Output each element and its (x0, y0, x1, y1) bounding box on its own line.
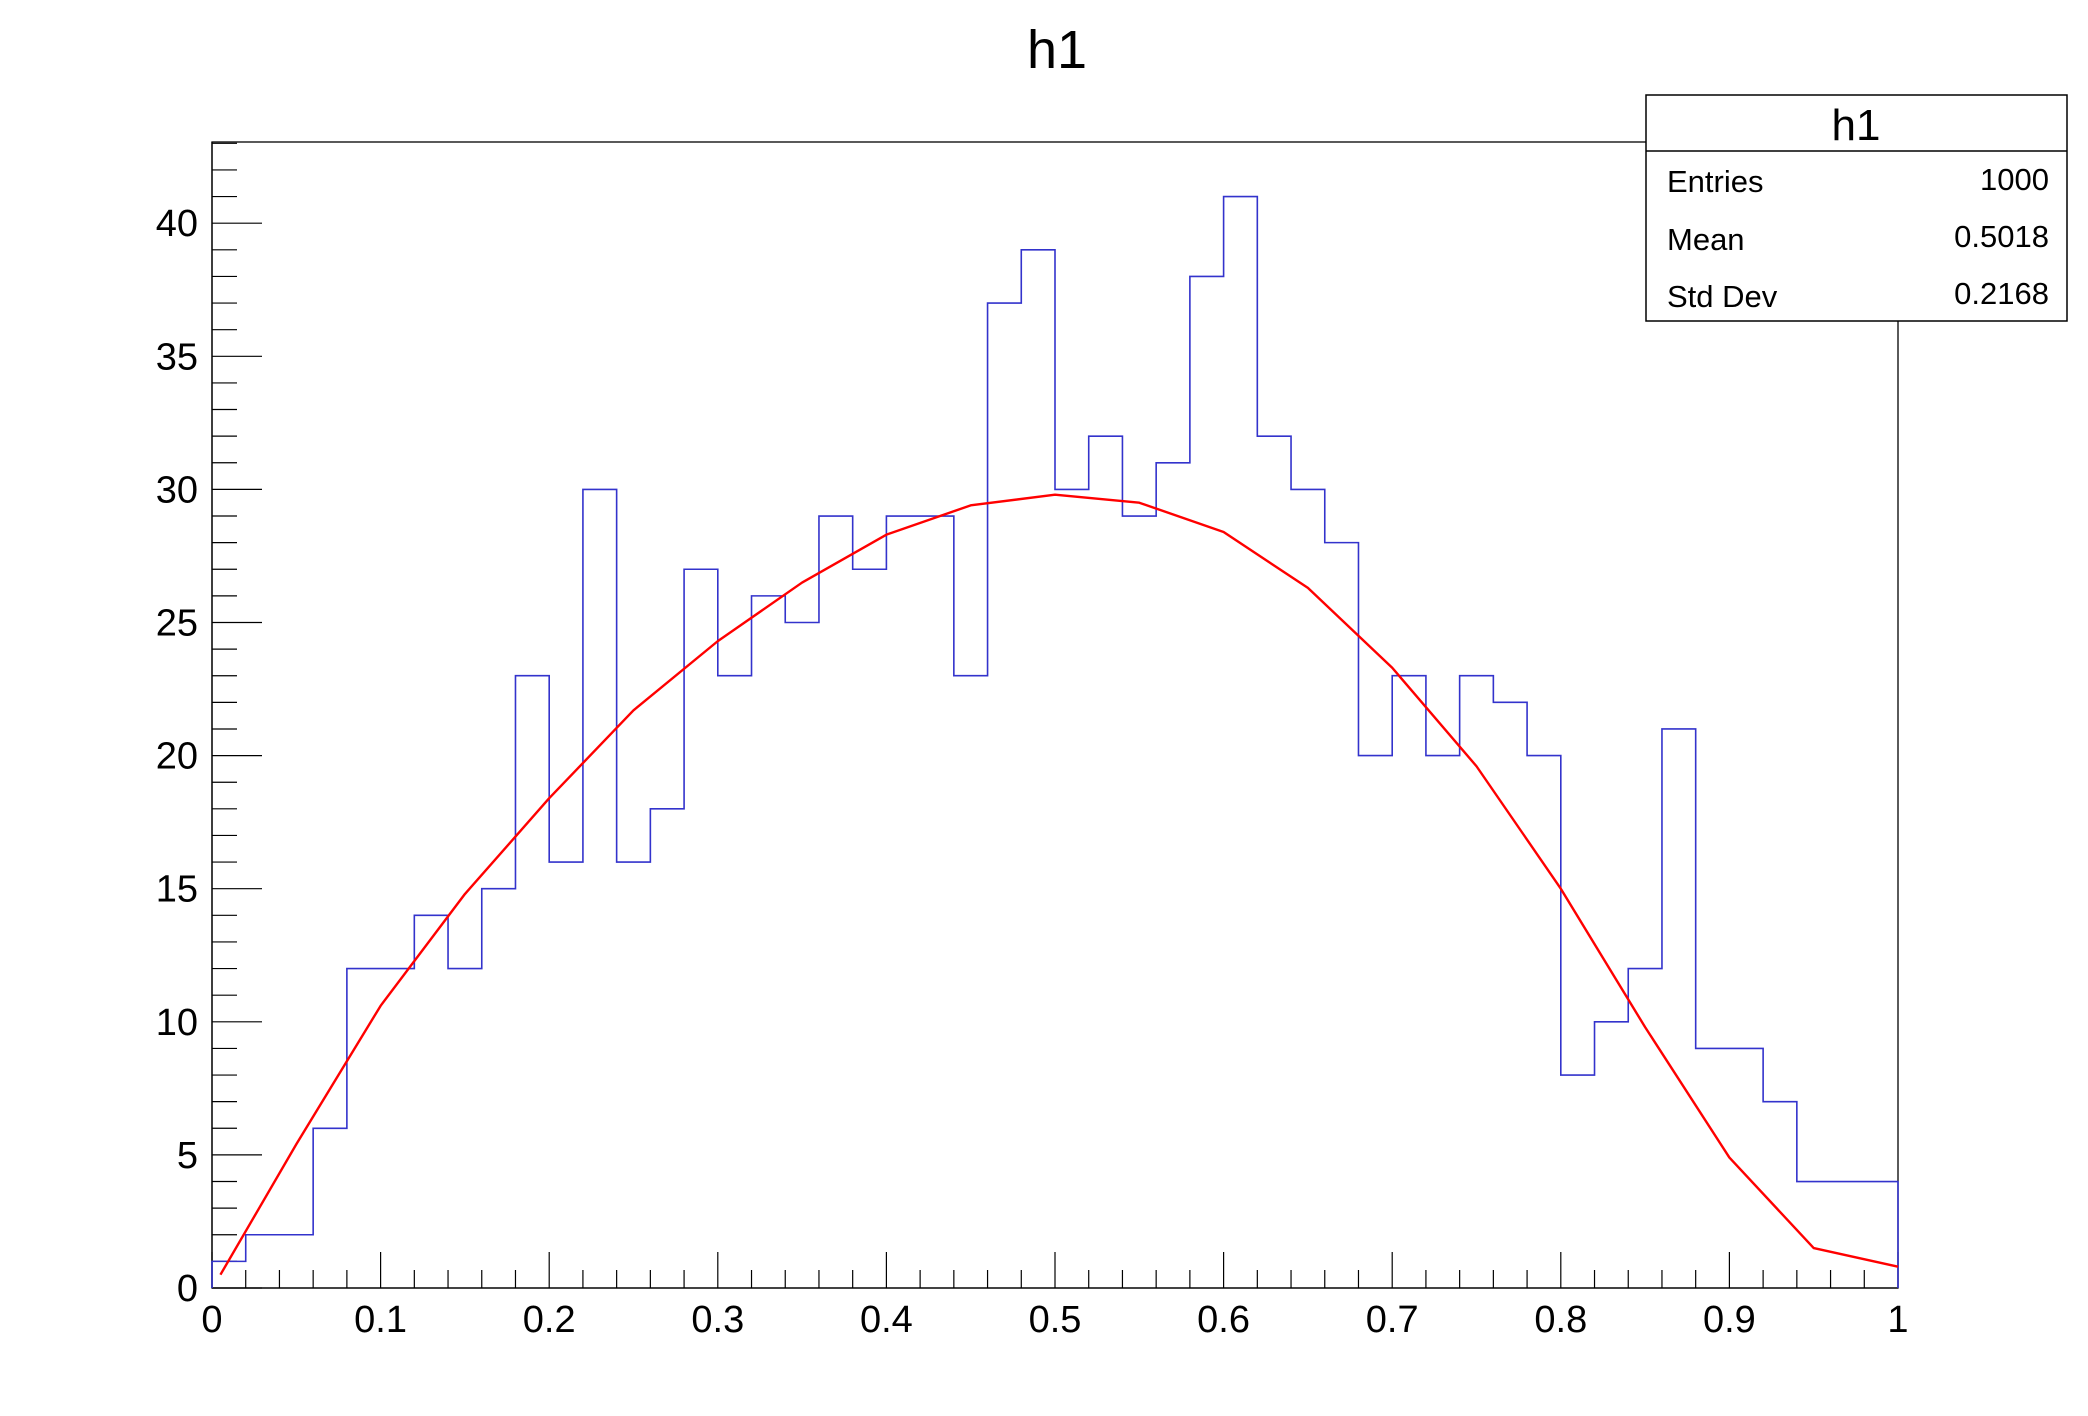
stats-box-frame (1645, 94, 2068, 322)
stats-row-value: 0.5018 (1954, 219, 2049, 254)
stats-box: h1 Entries 1000 Mean 0.5018 Std Dev 0.21… (1645, 94, 2068, 322)
x-axis: 0 0.1 0.2 0.3 0.4 0.5 0.6 0.7 0.8 0.9 1 (201, 1252, 1909, 1341)
y-tick-label: 10 (156, 1002, 198, 1044)
stats-row-label: Entries (1667, 164, 1763, 199)
x-tick-label: 0.6 (1197, 1299, 1250, 1341)
stats-row-label: Std Dev (1667, 279, 1778, 314)
y-tick-label: 30 (156, 469, 198, 511)
y-tick-label: 20 (156, 736, 198, 778)
y-tick-label: 5 (177, 1135, 198, 1177)
x-tick-label: 0.7 (1366, 1299, 1419, 1341)
fit-curve-line (219, 493, 1899, 1276)
y-tick-label: 15 (156, 869, 198, 911)
y-tick-label: 35 (156, 336, 198, 378)
x-tick-label: 0.2 (523, 1299, 576, 1341)
x-tick-label: 0.5 (1029, 1299, 1082, 1341)
stats-row-value: 1000 (1980, 162, 2049, 197)
x-tick-label: 0.9 (1703, 1299, 1756, 1341)
chart-title: h1 (1027, 20, 1087, 80)
x-tick-label: 0.3 (691, 1299, 744, 1341)
y-tick-label: 25 (156, 602, 198, 644)
x-tick-label: 0 (201, 1299, 222, 1341)
stats-row-label: Mean (1667, 222, 1745, 257)
y-axis: 0 5 10 15 20 25 30 35 40 (156, 142, 262, 1310)
y-tick-label: 40 (156, 203, 198, 245)
fit-series (219, 493, 1899, 1276)
y-tick-label: 0 (177, 1268, 198, 1310)
x-tick-label: 0.8 (1534, 1299, 1587, 1341)
histogram-step-line (211, 195, 1899, 1288)
x-tick-label: 0.1 (354, 1299, 407, 1341)
stats-box-title: h1 (1832, 101, 1881, 150)
histogram-series (211, 195, 1899, 1288)
x-tick-label: 1 (1887, 1299, 1908, 1341)
stats-row-value: 0.2168 (1954, 276, 2049, 311)
x-tick-label: 0.4 (860, 1299, 913, 1341)
